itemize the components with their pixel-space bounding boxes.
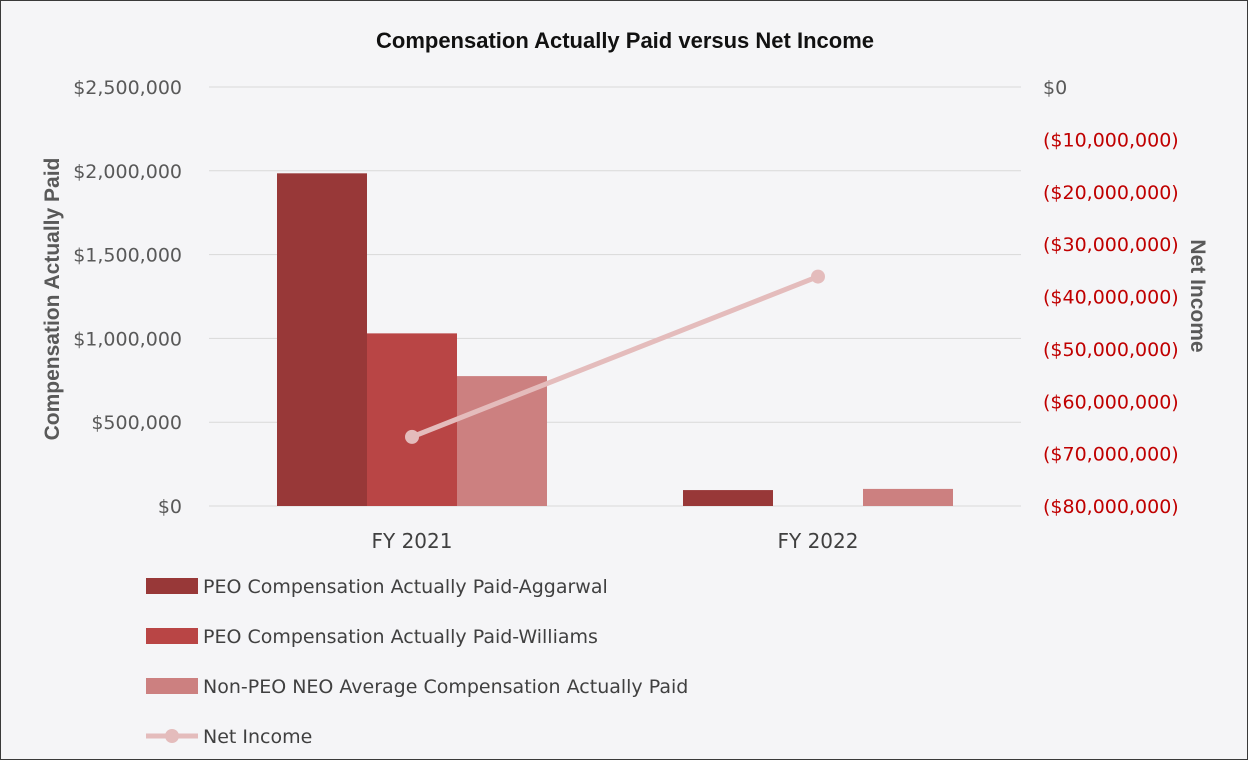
- right-tick-label: ($50,000,000): [1043, 339, 1179, 361]
- right-tick-label: ($30,000,000): [1043, 234, 1179, 256]
- legend-swatch: [146, 578, 198, 594]
- right-tick-label: ($80,000,000): [1043, 496, 1179, 518]
- legend-label: PEO Compensation Actually Paid-Williams: [203, 626, 598, 648]
- legend: PEO Compensation Actually Paid-Aggarwal P…: [146, 576, 688, 748]
- right-tick-label: ($40,000,000): [1043, 287, 1179, 309]
- left-axis-title: Compensation Actually Paid: [41, 158, 64, 441]
- legend-swatch: [146, 628, 198, 644]
- bar: [683, 490, 773, 506]
- left-axis-ticks: $0 $500,000 $1,000,000 $1,500,000 $2,000,000…: [73, 77, 182, 518]
- left-tick-label: $500,000: [91, 412, 182, 434]
- net-income-point: [405, 429, 419, 444]
- legend-marker: [165, 729, 179, 743]
- line-layer: [405, 269, 825, 444]
- right-tick-label: ($70,000,000): [1043, 444, 1179, 466]
- bar: [863, 488, 953, 506]
- left-tick-label: $2,000,000: [73, 161, 182, 183]
- legend-label: Net Income: [203, 726, 312, 748]
- bar: [457, 376, 547, 506]
- bar-layer: [277, 173, 953, 506]
- legend-label: Non-PEO NEO Average Compensation Actuall…: [203, 676, 688, 698]
- x-tick-label: FY 2021: [372, 529, 453, 553]
- bar: [277, 173, 367, 506]
- left-tick-label: $0: [158, 496, 182, 518]
- net-income-line: [409, 274, 821, 440]
- legend-label: PEO Compensation Actually Paid-Aggarwal: [203, 576, 608, 598]
- x-tick-label: FY 2022: [778, 529, 859, 553]
- right-tick-label: ($60,000,000): [1043, 391, 1179, 413]
- right-tick-label: ($10,000,000): [1043, 129, 1179, 151]
- right-tick-label: ($20,000,000): [1043, 182, 1179, 204]
- left-tick-label: $1,000,000: [73, 328, 182, 350]
- right-axis-ticks: $0 ($10,000,000) ($20,000,000) ($30,000,000…: [1043, 77, 1179, 518]
- legend-swatch: [146, 678, 198, 694]
- right-tick-label: $0: [1043, 77, 1067, 99]
- chart-title: Compensation Actually Paid versus Net In…: [376, 28, 874, 53]
- x-axis-ticks: FY 2021 FY 2022: [372, 529, 859, 553]
- net-income-point: [811, 269, 825, 284]
- bar: [367, 333, 457, 506]
- left-tick-label: $2,500,000: [73, 77, 182, 99]
- right-axis-title: Net Income: [1186, 239, 1209, 352]
- left-tick-label: $1,500,000: [73, 245, 182, 267]
